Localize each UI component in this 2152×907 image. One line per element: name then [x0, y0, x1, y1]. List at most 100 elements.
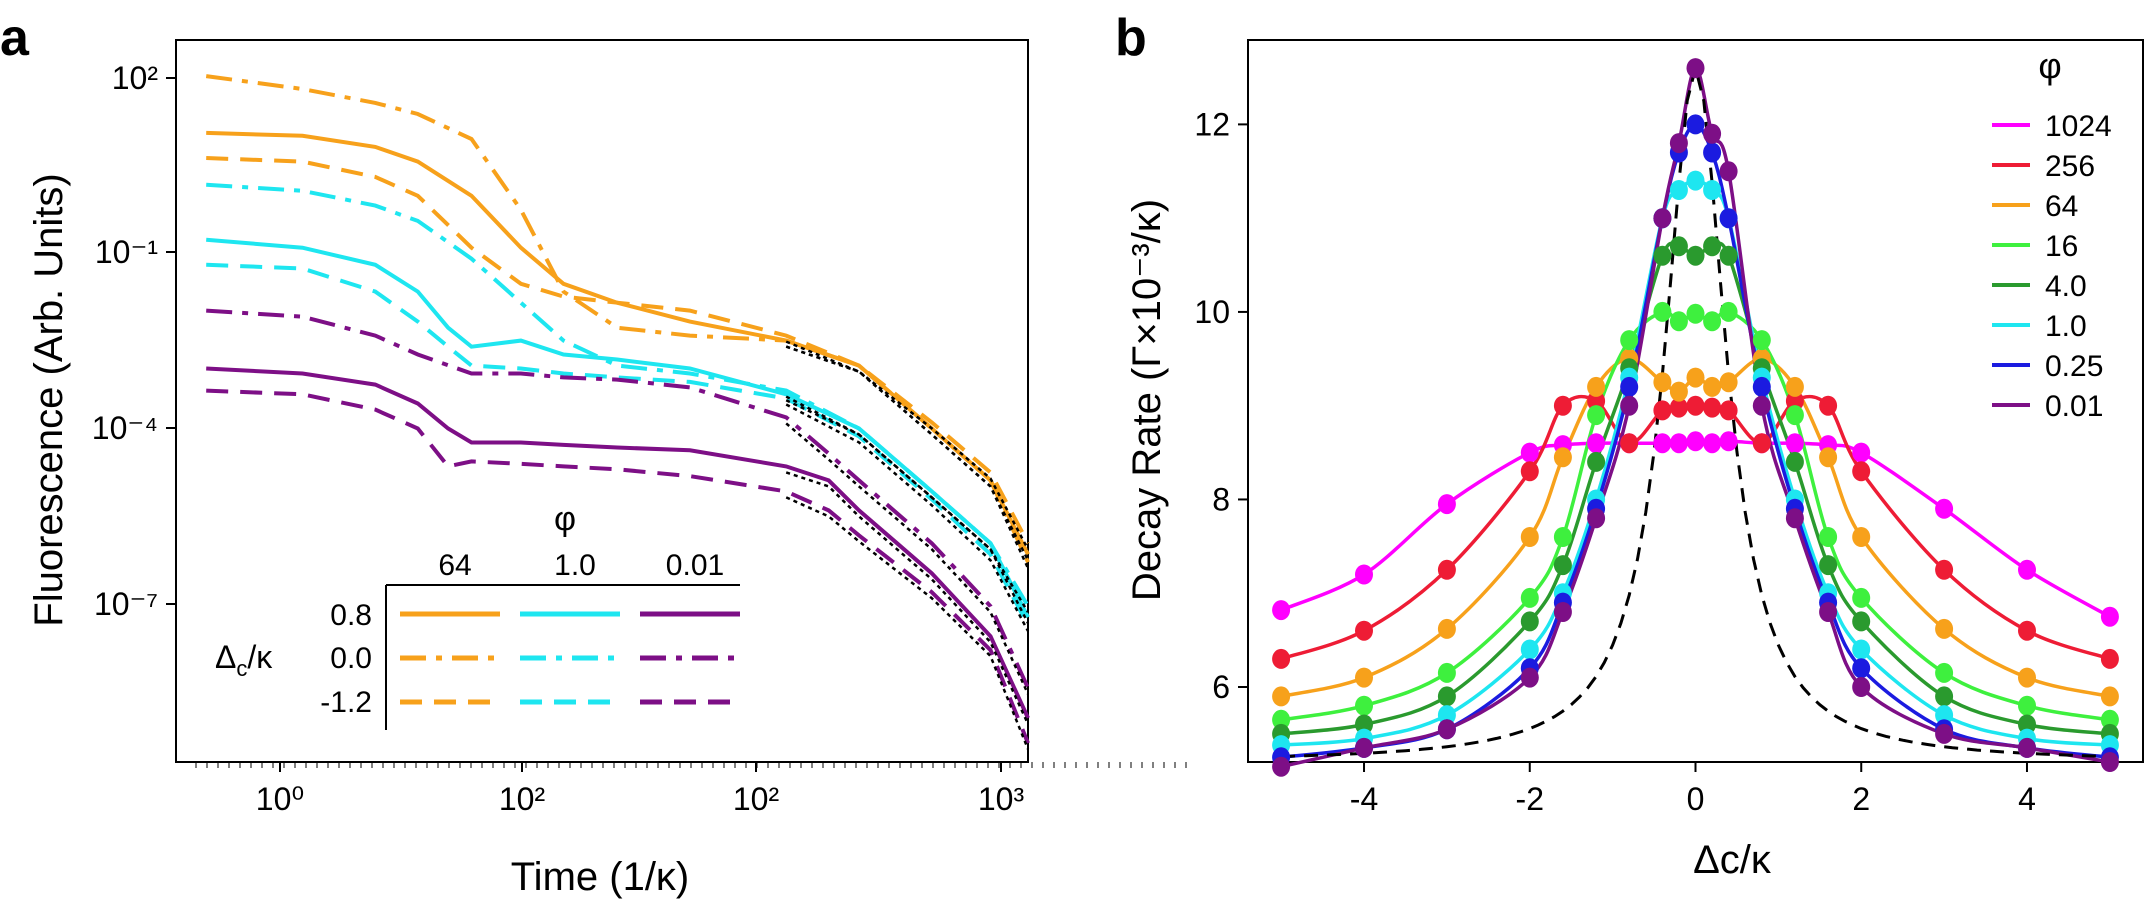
xtick-label-b-3: 2	[1852, 781, 1870, 817]
point-b-7	[1653, 208, 1672, 229]
point-b-0	[1587, 433, 1606, 454]
xtick-label-a-3: 10³	[978, 781, 1025, 817]
point-b-0	[1785, 433, 1804, 454]
chart-a-legend-title: φ	[554, 500, 576, 538]
point-b-7	[1553, 602, 1572, 622]
point-b-1	[1703, 397, 1722, 418]
point-b-2	[1785, 376, 1804, 397]
point-b-2	[1686, 367, 1705, 388]
point-b-5	[1935, 705, 1954, 726]
point-b-7	[1703, 123, 1722, 144]
point-b-2	[1669, 381, 1688, 402]
xtick-label-a-0: 10⁰	[256, 781, 304, 817]
point-b-5	[1703, 180, 1722, 200]
point-b-3	[1620, 330, 1639, 351]
point-b-2	[1819, 447, 1838, 468]
chart-a-legend-row-2: 0.0	[330, 642, 372, 675]
point-b-0	[1703, 433, 1722, 454]
point-b-3	[1752, 330, 1771, 351]
chart-a-legend-col-1: 64	[438, 549, 471, 582]
ytick-label-b-0: 6	[1212, 669, 1230, 705]
point-b-0	[1437, 494, 1456, 515]
point-b-3	[1653, 301, 1672, 322]
point-b-4	[1703, 236, 1722, 257]
point-b-1	[1437, 559, 1456, 580]
point-b-3	[1553, 527, 1572, 547]
point-b-3	[1852, 587, 1871, 608]
legend-label-b-0: 1024	[2045, 110, 2112, 143]
point-b-0	[2018, 559, 2036, 580]
ytick-label-a-2: 10⁻⁴	[92, 410, 158, 446]
point-b-1	[1355, 620, 1373, 641]
point-b-1	[1520, 461, 1539, 482]
point-b-0	[1852, 442, 1871, 463]
point-b-6	[1703, 142, 1722, 163]
point-b-0	[1355, 564, 1373, 585]
point-b-6	[1620, 376, 1639, 397]
theory-curve-b	[1281, 67, 2110, 758]
chart-b-ticks: -4 -2 0 2 4 6 8 10 12	[1194, 106, 2035, 817]
point-b-4	[1686, 245, 1705, 266]
series-a-3	[206, 237, 1030, 619]
series-a-8	[206, 388, 1030, 744]
point-b-0	[1653, 433, 1672, 454]
legend-delta-tail: /κ	[247, 639, 273, 675]
chart-a-frame	[175, 39, 1029, 763]
point-b-1	[2100, 648, 2119, 669]
legend-label-b-2: 64	[2045, 190, 2078, 223]
ytick-label-b-1: 8	[1212, 481, 1230, 517]
xtick-label-a-2: 10²	[733, 781, 780, 817]
point-b-4	[1437, 686, 1456, 707]
point-b-2	[1355, 667, 1373, 688]
point-b-7	[1719, 161, 1738, 182]
chart-b-xlabel: Δc/κ	[1693, 838, 1772, 882]
series-a-1	[205, 74, 1030, 564]
chart-a-legend-swatches	[400, 611, 740, 705]
point-b-7	[2018, 737, 2036, 758]
fit-a-1	[785, 345, 1030, 569]
point-b-3	[1520, 587, 1539, 608]
point-b-4	[1587, 451, 1606, 472]
point-b-4	[1553, 555, 1572, 576]
point-b-7	[1355, 737, 1373, 758]
point-b-7	[1437, 719, 1456, 740]
point-b-1	[1719, 400, 1738, 421]
point-b-3	[1669, 311, 1688, 332]
point-b-4	[1785, 451, 1804, 472]
point-b-1	[1669, 397, 1688, 418]
xtick-label-b-2: 0	[1687, 781, 1705, 817]
point-b-3	[2100, 709, 2119, 730]
xtick-label-b-1: -2	[1516, 781, 1544, 817]
chart-a-ticks: 10⁰ 10² 10² 10³ 10² 10⁻¹ 10⁻⁴ 10⁻⁷	[92, 60, 1187, 817]
ytick-label-b-2: 10	[1194, 294, 1230, 330]
series-a-4	[206, 182, 1030, 608]
point-b-1	[1752, 433, 1771, 454]
point-b-2	[1553, 447, 1572, 468]
point-b-6	[1686, 114, 1705, 135]
chart-b-ylabel: Decay Rate (Γ×10⁻³/κ)	[1125, 199, 1169, 601]
fit-a-7	[785, 422, 1030, 695]
series-a-7	[206, 308, 1030, 689]
point-b-2	[1272, 686, 1291, 707]
legend-delta: Δ	[215, 639, 236, 675]
series-a-2	[206, 156, 1030, 545]
point-b-2	[1703, 376, 1722, 397]
point-b-4	[2018, 714, 2036, 735]
panel-a-label: a	[0, 9, 30, 67]
point-b-2	[1719, 372, 1738, 393]
fit-a-8	[785, 496, 1030, 750]
point-b-7	[1935, 723, 1954, 744]
point-b-3	[1819, 527, 1838, 547]
point-b-5	[1520, 639, 1539, 660]
point-b-3	[1785, 405, 1804, 426]
xtick-label-b-4: 4	[2018, 781, 2036, 817]
point-b-3	[1272, 709, 1291, 730]
series-a-5	[206, 262, 1030, 627]
point-b-7	[1686, 58, 1705, 79]
point-b-4	[1819, 555, 1838, 576]
chart-a-legend-row-1: 0.8	[330, 599, 372, 632]
point-b-2	[2018, 667, 2036, 688]
point-b-0	[1520, 442, 1539, 463]
point-b-3	[1719, 301, 1738, 322]
chart-b: -4 -2 0 2 4 6 8 10 12 Decay Rate (Γ×10⁻³/κ) Δc/κ…	[1125, 39, 2144, 882]
